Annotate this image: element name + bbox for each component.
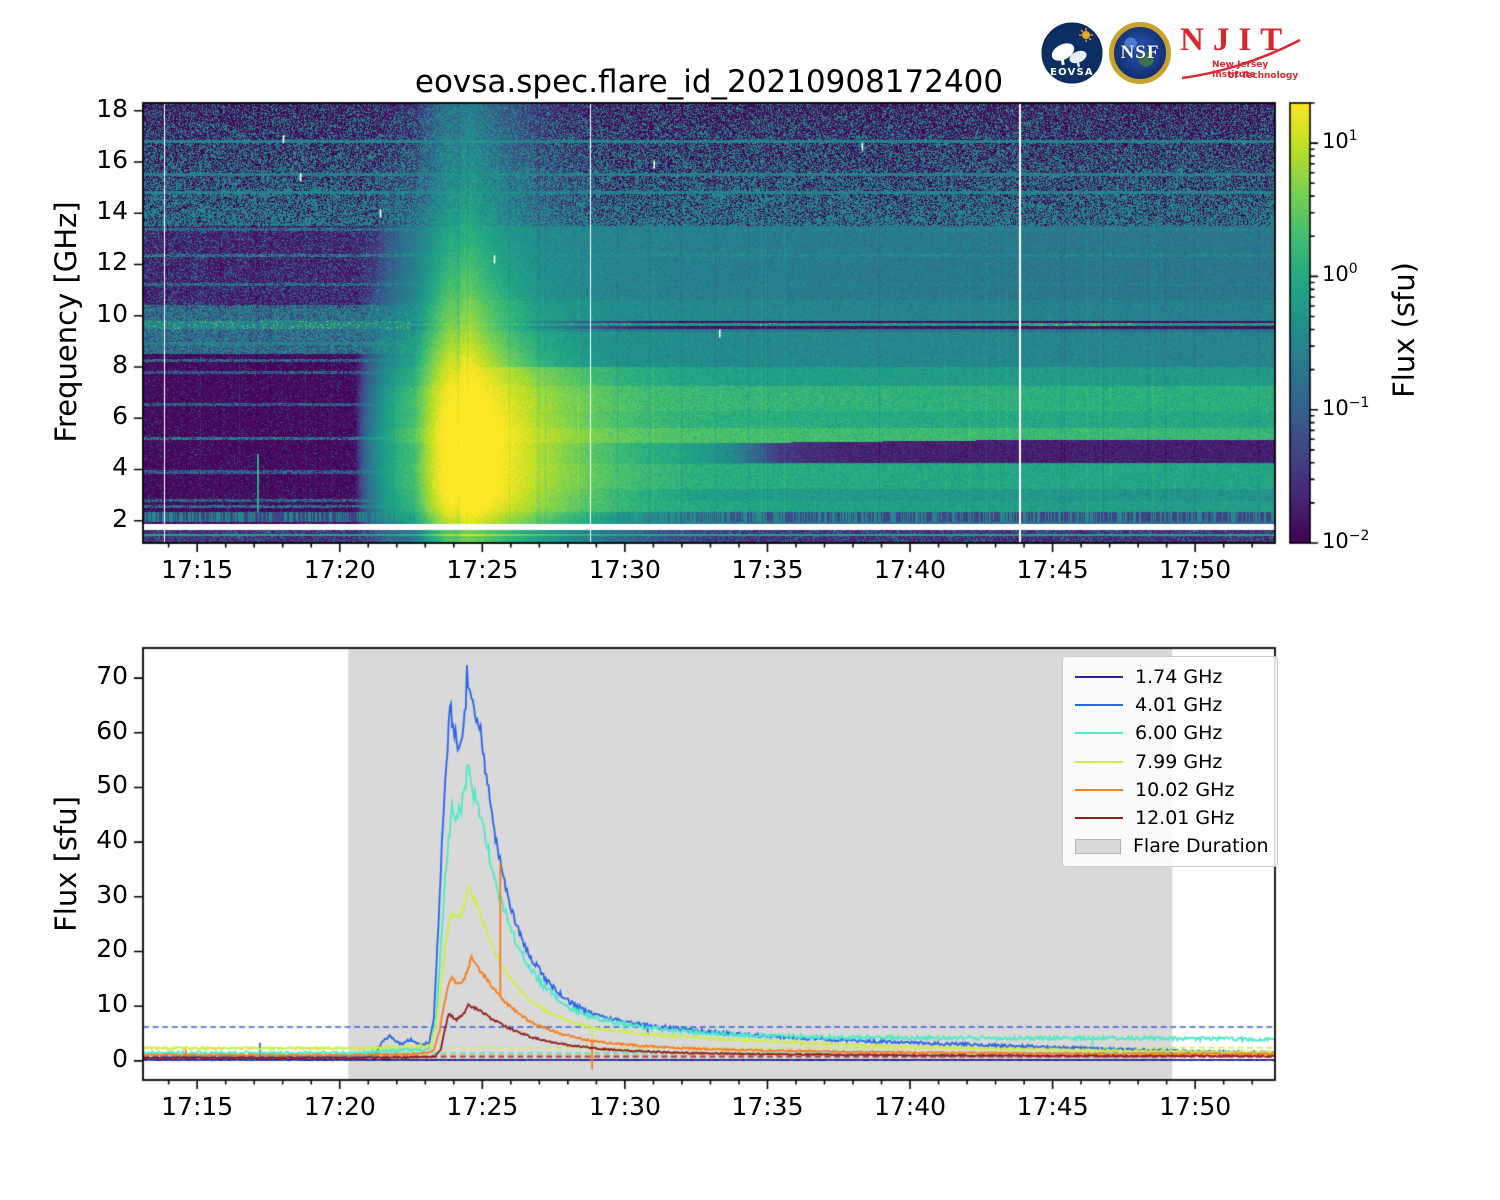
lightcurve-x-tick-label: 17:15 xyxy=(161,1092,234,1121)
spectrogram-y-tick-label: 6 xyxy=(112,401,128,431)
spectrogram-x-tick-label: 17:45 xyxy=(1016,555,1089,584)
colorbar-tick-label: 10−1 xyxy=(1322,394,1370,420)
legend-label: 1.74 GHz xyxy=(1135,666,1223,689)
lightcurve-y-tick-label: 0 xyxy=(112,1043,128,1073)
spectrogram-y-tick-label: 4 xyxy=(112,452,128,482)
legend-line-swatch xyxy=(1075,788,1123,791)
lightcurve-y-tick-label: 50 xyxy=(96,770,128,800)
legend-flare-patch xyxy=(1075,838,1121,854)
legend-label: Flare Duration xyxy=(1133,835,1269,858)
eovsa-logo-text: EOVSA xyxy=(1050,67,1094,78)
njit-logo-subtext-1: New Jersey Institute xyxy=(1212,60,1269,80)
legend-item: 6.00 GHz xyxy=(1063,719,1277,747)
spectrogram-y-tick-label: 10 xyxy=(96,298,128,328)
lightcurve-x-tick-label: 17:25 xyxy=(446,1092,519,1121)
spectrogram-y-tick-label: 12 xyxy=(96,247,128,277)
legend-line-swatch xyxy=(1075,760,1123,763)
spectrogram-x-tick-label: 17:35 xyxy=(731,555,804,584)
spectrogram-y-tick-label: 16 xyxy=(96,144,128,174)
njit-logo-subtext-2: of Technology xyxy=(1228,71,1299,81)
colorbar-tick-label: 101 xyxy=(1322,128,1358,154)
spectrogram-y-tick-label: 8 xyxy=(112,349,128,379)
lightcurve-x-tick-label: 17:30 xyxy=(588,1092,661,1121)
colorbar-tick-label: 100 xyxy=(1322,261,1358,287)
njit-logo-letters: NJIT xyxy=(1180,22,1292,58)
nsf-logo: NSF xyxy=(1109,22,1171,84)
lightcurve-y-tick-label: 10 xyxy=(96,989,128,1019)
legend-line-swatch xyxy=(1075,704,1123,707)
spectrogram-x-tick-label: 17:30 xyxy=(588,555,661,584)
legend-label: 10.02 GHz xyxy=(1135,778,1235,801)
colorbar-label: Flux (sfu) xyxy=(1387,262,1421,398)
lightcurve-y-tick-label: 70 xyxy=(96,661,128,691)
legend-item: 7.99 GHz xyxy=(1063,748,1277,776)
lightcurve-y-tick-label: 40 xyxy=(96,825,128,855)
njit-swoosh-icon xyxy=(1181,38,1301,80)
lightcurve-x-tick-label: 17:45 xyxy=(1016,1092,1089,1121)
legend-item: 12.01 GHz xyxy=(1063,804,1277,832)
spectrogram-y-tick-label: 2 xyxy=(112,503,128,533)
spectrogram-y-tick-label: 14 xyxy=(96,196,128,226)
lightcurve-x-tick-label: 17:35 xyxy=(731,1092,804,1121)
legend-item: 10.02 GHz xyxy=(1063,776,1277,804)
lightcurve-x-tick-label: 17:40 xyxy=(873,1092,947,1121)
lightcurve-x-tick-label: 17:50 xyxy=(1159,1092,1232,1121)
nsf-logo-text: NSF xyxy=(1120,42,1160,63)
legend-label: 7.99 GHz xyxy=(1135,750,1223,773)
legend-item: 4.01 GHz xyxy=(1063,691,1277,719)
legend-label: 6.00 GHz xyxy=(1135,722,1223,745)
legend-line-swatch xyxy=(1075,732,1123,735)
spectrogram-y-tick-label: 18 xyxy=(96,93,128,123)
spectrogram-x-tick-label: 17:50 xyxy=(1159,555,1232,584)
spectrogram-x-tick-label: 17:25 xyxy=(446,555,519,584)
legend-item: 1.74 GHz xyxy=(1063,663,1277,691)
spectrogram-x-tick-label: 17:40 xyxy=(873,555,947,584)
lightcurve-y-tick-label: 30 xyxy=(96,879,128,909)
legend: 1.74 GHz 4.01 GHz 6.00 GHz 7.99 GHz 10.02 GH… xyxy=(1062,656,1278,868)
njit-logo: NJIT New Jersey Institute of Technology xyxy=(1180,22,1302,90)
spectrogram-x-tick-label: 17:20 xyxy=(303,555,376,584)
spectrogram-x-tick-label: 17:15 xyxy=(161,555,234,584)
page-title: eovsa.spec.flare_id_20210908172400 xyxy=(414,64,1004,100)
lightcurve-y-tick-label: 60 xyxy=(96,715,128,745)
legend-line-swatch xyxy=(1075,676,1123,679)
legend-label: 12.01 GHz xyxy=(1135,807,1235,830)
eovsa-logo: EOVSA xyxy=(1041,22,1103,84)
eovsa-logo-graphic: EOVSA xyxy=(1041,22,1103,84)
lightcurve-y-axis-label: Flux [sfu] xyxy=(49,796,83,932)
legend-label: 4.01 GHz xyxy=(1135,694,1223,717)
legend-item-flare-duration: Flare Duration xyxy=(1063,832,1277,860)
lightcurve-y-tick-label: 20 xyxy=(96,934,128,964)
legend-line-swatch xyxy=(1075,817,1123,820)
lightcurve-x-tick-label: 17:20 xyxy=(303,1092,376,1121)
colorbar-tick-label: 10−2 xyxy=(1322,528,1370,553)
